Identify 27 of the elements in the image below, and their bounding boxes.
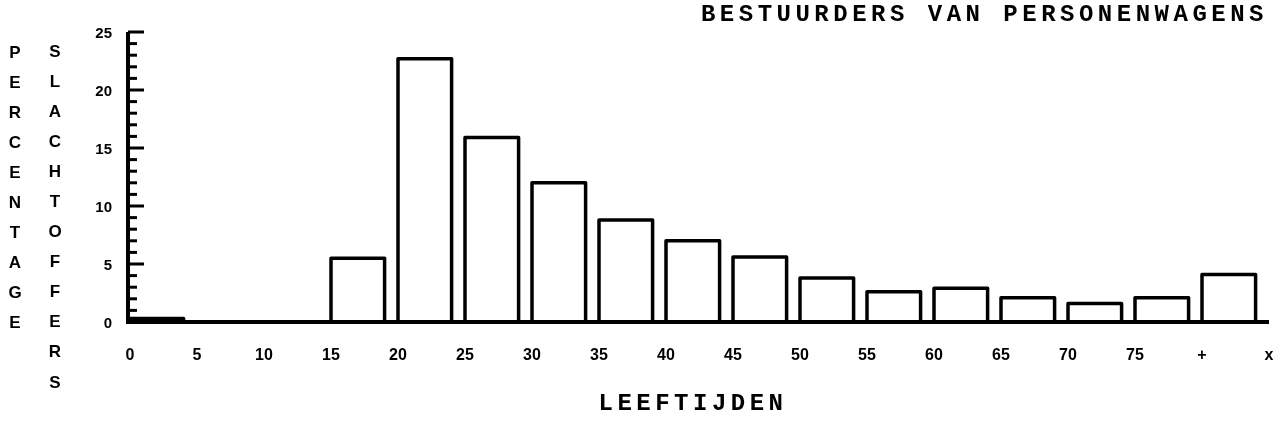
x-tick-label: 65 xyxy=(992,345,1010,363)
x-tick-label: 30 xyxy=(523,345,541,363)
y-tick-label: 20 xyxy=(95,81,112,99)
x-tick-label: 5 xyxy=(192,345,202,363)
y-tick-label: 10 xyxy=(95,197,112,215)
x-tick-label: 60 xyxy=(925,345,943,363)
x-tick-label: 40 xyxy=(657,345,675,363)
x-tick-label: 25 xyxy=(456,345,474,363)
x-tick-label: 45 xyxy=(724,345,742,363)
y-tick-label: 5 xyxy=(103,255,112,273)
x-tick-label: x xyxy=(1264,345,1274,363)
x-tick-label: 20 xyxy=(389,345,407,363)
x-tick-label: 55 xyxy=(858,345,876,363)
y-tick-label: 25 xyxy=(95,23,112,41)
x-tick-label: 0 xyxy=(125,345,135,363)
x-tick-label: 70 xyxy=(1059,345,1077,363)
y-tick-label: 15 xyxy=(95,139,112,157)
x-tick-label: 50 xyxy=(791,345,809,363)
x-tick-label: 35 xyxy=(590,345,608,363)
text: PERCENTAGE SLACHTOFFERS xyxy=(5,42,65,403)
y-tick-label: 0 xyxy=(103,313,112,331)
x-tick-label: 10 xyxy=(255,345,273,363)
x-axis-title: LEEFTIJDEN xyxy=(598,390,788,417)
x-tick-label: 75 xyxy=(1126,345,1144,363)
x-tick-label: + xyxy=(1197,345,1207,363)
chart-title: BESTUURDERS VAN PERSONENWAGENS xyxy=(700,1,1268,28)
x-tick-label: 15 xyxy=(322,345,340,363)
